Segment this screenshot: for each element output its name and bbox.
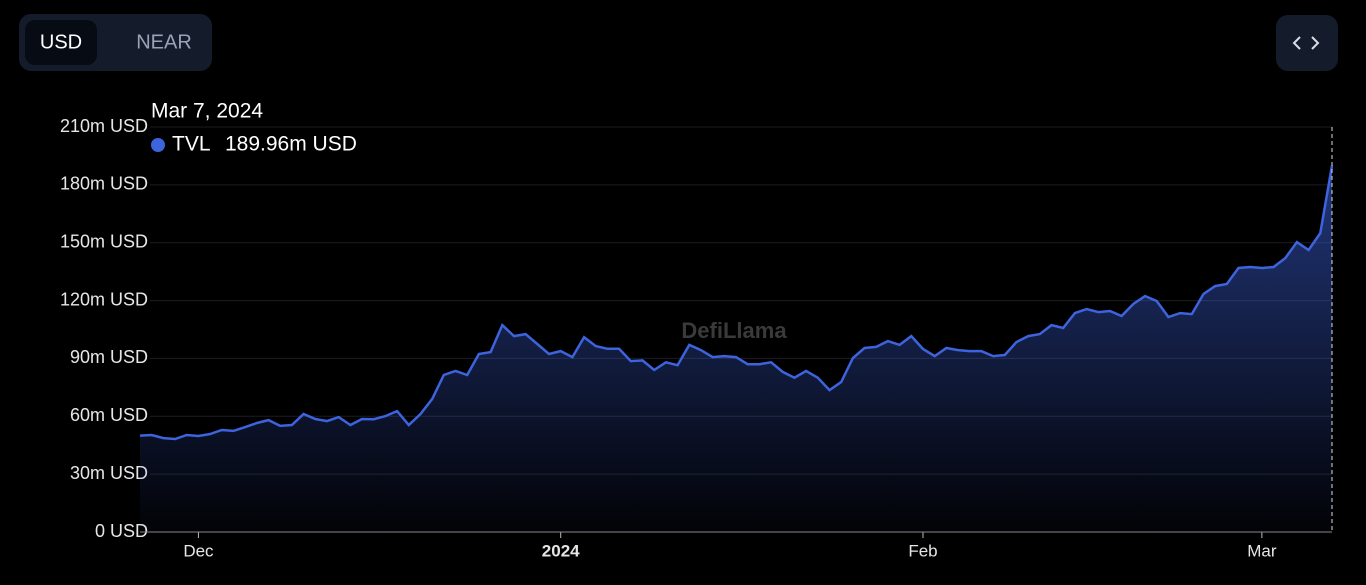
x-tick-label: Feb — [908, 541, 937, 560]
tooltip-series: TVL — [172, 133, 211, 156]
embed-icon — [1292, 36, 1320, 50]
x-tick-label: 2024 — [542, 541, 580, 560]
line — [139, 165, 1334, 441]
area — [140, 165, 1332, 532]
y-tick-label: 180m USD — [60, 174, 148, 194]
toggle-near[interactable]: NEAR — [136, 31, 192, 53]
y-tick-label: 150m USD — [60, 231, 148, 251]
embed-button[interactable] — [1276, 15, 1338, 71]
y-tick-label: 120m USD — [60, 289, 148, 309]
tooltip-dot — [151, 138, 165, 152]
y-tick-label: 30m USD — [70, 463, 148, 483]
y-tick-label: 210m USD — [60, 116, 148, 136]
y-tick-label: 0 USD — [95, 521, 148, 541]
tooltip-value: 189.96m USD — [225, 133, 357, 156]
toggle-active[interactable] — [25, 20, 97, 65]
watermark: DefiLlama — [681, 318, 787, 343]
y-tick-label: 60m USD — [70, 405, 148, 425]
tooltip-date: Mar 7, 2024 — [151, 100, 263, 123]
x-tick-label: Dec — [183, 541, 214, 560]
toggle-usd[interactable]: USD — [40, 31, 82, 53]
x-tick-label: Mar — [1247, 541, 1277, 560]
y-tick-label: 90m USD — [70, 347, 148, 367]
